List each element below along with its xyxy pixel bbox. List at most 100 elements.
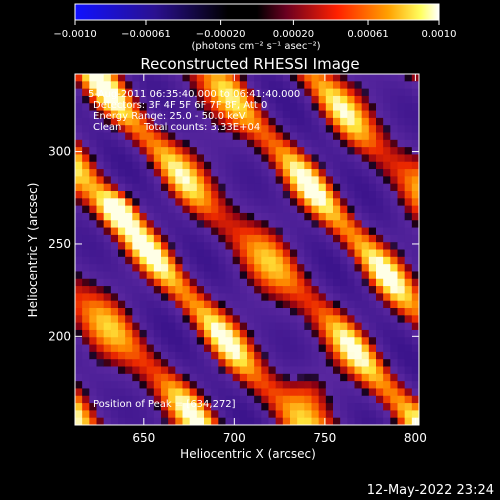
heatmap-cell — [204, 220, 212, 229]
heatmap-cell — [397, 220, 406, 229]
heatmap-cell — [110, 395, 119, 404]
heatmap-cell — [261, 234, 270, 243]
heatmap-cell — [304, 125, 313, 134]
heatmap-cell — [368, 154, 377, 163]
heatmap-cell — [239, 242, 248, 251]
heatmap-cell — [182, 205, 191, 214]
heatmap-cell — [118, 234, 126, 243]
heatmap-cell — [347, 183, 356, 192]
heatmap-cell — [368, 300, 377, 309]
heatmap-cell — [204, 176, 212, 185]
heatmap-cell — [340, 322, 348, 331]
heatmap-cell — [404, 234, 413, 243]
heatmap-cell — [261, 212, 270, 221]
heatmap-cell — [376, 344, 384, 353]
heatmap-cell — [268, 293, 277, 302]
heatmap-cell — [361, 395, 370, 404]
heatmap-cell — [275, 359, 284, 368]
heatmap-cell — [297, 359, 305, 368]
heatmap-cell — [189, 125, 198, 134]
heatmap-cell — [189, 264, 198, 273]
heatmap-cell — [397, 139, 406, 148]
heatmap-cell — [132, 410, 141, 419]
heatmap-cell — [232, 88, 241, 97]
heatmap-cell — [340, 278, 348, 287]
heatmap-cell — [275, 300, 284, 309]
heatmap-cell — [139, 234, 148, 243]
heatmap-cell — [397, 169, 406, 177]
heatmap-cell — [161, 242, 169, 251]
heatmap-cell — [361, 74, 370, 82]
heatmap-cell — [261, 388, 270, 397]
heatmap-cell — [376, 220, 384, 229]
heatmap-cell — [82, 366, 90, 375]
heatmap-cell — [218, 234, 227, 243]
heatmap-cell — [132, 139, 141, 148]
heatmap-cell — [297, 132, 305, 141]
heatmap-cell — [275, 366, 284, 375]
heatmap-cell — [225, 191, 234, 199]
heatmap-cell — [368, 212, 377, 221]
heatmap-cell — [189, 278, 198, 287]
heatmap-cell — [325, 139, 334, 148]
heatmap-cell — [168, 220, 176, 229]
heatmap-cell — [153, 410, 162, 419]
heatmap-cell — [268, 191, 277, 199]
heatmap-cell — [89, 95, 98, 104]
heatmap-cell — [290, 366, 298, 375]
heatmap-cell — [211, 388, 219, 397]
heatmap-cell — [376, 278, 384, 287]
heatmap-cell — [161, 264, 169, 273]
heatmap-cell — [75, 110, 83, 119]
heatmap-cell — [132, 344, 141, 353]
heatmap-cell — [75, 249, 83, 258]
heatmap-cell — [146, 403, 155, 411]
heatmap-cell — [333, 220, 341, 229]
heatmap-cell — [218, 242, 227, 251]
heatmap-cell — [354, 227, 363, 236]
heatmap-cell — [153, 249, 162, 258]
heatmap-cell — [261, 337, 270, 346]
heatmap-cell — [376, 169, 384, 177]
heatmap-cell — [153, 351, 162, 360]
heatmap-cell — [261, 322, 270, 331]
heatmap-cell — [218, 183, 227, 192]
heatmap-cell — [96, 278, 105, 287]
heatmap-cell — [196, 81, 205, 90]
heatmap-cell — [168, 191, 176, 199]
heatmap-cell — [411, 381, 419, 390]
heatmap-cell — [390, 264, 399, 273]
heatmap-cell — [397, 417, 406, 425]
heatmap-cell — [82, 227, 90, 236]
heatmap-cell — [368, 381, 377, 390]
heatmap-cell — [311, 322, 320, 331]
heatmap-cell — [118, 110, 126, 119]
heatmap-cell — [268, 366, 277, 375]
heatmap-cell — [297, 74, 305, 82]
heatmap-cell — [368, 315, 377, 324]
heatmap-cell — [168, 249, 176, 258]
heatmap-cell — [153, 366, 162, 375]
heatmap-cell — [376, 249, 384, 258]
heatmap-cell — [304, 117, 313, 126]
heatmap-cell — [118, 249, 126, 258]
heatmap-cell — [268, 74, 277, 82]
heatmap-cell — [404, 132, 413, 141]
heatmap-cell — [390, 300, 399, 309]
heatmap-cell — [225, 308, 234, 316]
heatmap-cell — [161, 95, 169, 104]
heatmap-cell — [411, 169, 419, 177]
heatmap-cell — [89, 242, 98, 251]
heatmap-cell — [261, 395, 270, 404]
heatmap-cell — [333, 169, 341, 177]
heatmap-cell — [182, 212, 191, 221]
heatmap-cell — [383, 227, 391, 236]
heatmap-cell — [254, 271, 262, 280]
heatmap-cell — [168, 147, 176, 156]
heatmap-cell — [175, 139, 184, 148]
heatmap-cell — [290, 191, 298, 199]
heatmap-cell — [390, 337, 399, 346]
heatmap-cell — [254, 329, 262, 338]
heatmap-cell — [404, 381, 413, 390]
heatmap-cell — [146, 359, 155, 368]
